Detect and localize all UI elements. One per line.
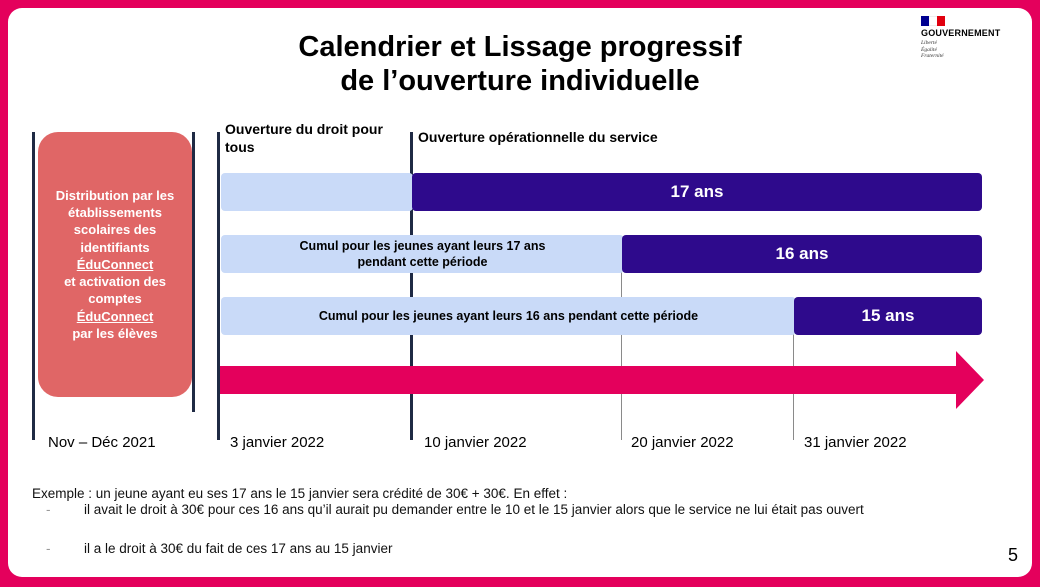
cumul-17-bar: Cumul pour les jeunes ayant leurs 17 ans…: [221, 235, 624, 273]
date-20-janvier: 20 janvier 2022: [631, 434, 734, 451]
bar-17-ans: 17 ans: [412, 173, 982, 211]
page-number: 5: [1007, 545, 1018, 565]
header-ouverture-service: Ouverture opérationnelle du service: [418, 129, 658, 145]
bullet-dash: -: [46, 541, 51, 556]
logo-motto: Liberté Égalité Fraternité: [921, 40, 1011, 60]
distribution-text-3: par les élèves: [72, 326, 158, 342]
date-10-janvier: 10 janvier 2022: [424, 434, 527, 451]
example-intro: Exemple : un jeune ayant eu ses 17 ans l…: [32, 486, 568, 501]
title-line-2: de l’ouverture individuelle: [340, 65, 700, 97]
distribution-box: Distribution par les établissements scol…: [38, 132, 192, 397]
date-3-janvier: 3 janvier 2022: [230, 434, 325, 451]
motto-liberte: Liberté: [921, 40, 937, 46]
timeline-line-start: [32, 132, 35, 440]
gouvernement-logo: GOUVERNEMENT Liberté Égalité Fraternité: [921, 16, 1011, 60]
educonnect-link[interactable]: ÉduConnect: [76, 308, 154, 324]
timeline-line-jan20: [621, 272, 622, 440]
bar-16-ans: 16 ans: [622, 235, 982, 273]
date-31-janvier: 31 janvier 2022: [804, 434, 907, 451]
timeline-line-distribution-end: [192, 132, 195, 412]
example-bullet-1: - il avait le droit à 30€ pour ces 16 an…: [46, 502, 974, 519]
motto-fraternite: Fraternité: [921, 53, 944, 59]
bullet-2-text: il a le droit à 30€ du fait de ces 17 an…: [84, 541, 393, 556]
title-line-1: Calendrier et Lissage progressif: [298, 31, 742, 63]
example-bullet-2: - il a le droit à 30€ du fait de ces 17 …: [46, 541, 974, 558]
bullet-dash: -: [46, 502, 51, 517]
timeline-line-jan10: [410, 132, 413, 440]
bar-15-ans: 15 ans: [794, 297, 982, 335]
header-ouverture-droit: Ouverture du droit pour tous: [225, 121, 383, 155]
timeline-line-jan3: [217, 132, 220, 440]
slide: Calendrier et Lissage progressif de l’ou…: [8, 8, 1032, 577]
slide-title: Calendrier et Lissage progressif de l’ou…: [8, 30, 1032, 98]
logo-name: GOUVERNEMENT: [921, 28, 1001, 38]
french-flag-icon: [921, 16, 945, 26]
date-nov-dec-2021: Nov – Déc 2021: [48, 434, 156, 451]
light-bar-row1: [221, 173, 413, 211]
distribution-text-1: Distribution par les établissements scol…: [55, 187, 175, 255]
motto-egalite: Égalité: [921, 46, 937, 53]
timeline-arrow-icon: [220, 351, 984, 409]
distribution-text-2: et activation des comptes: [64, 274, 166, 307]
bullet-1-text: il avait le droit à 30€ pour ces 16 ans …: [84, 502, 864, 517]
educonnect-link[interactable]: ÉduConnect: [76, 256, 154, 272]
cumul-16-bar: Cumul pour les jeunes ayant leurs 16 ans…: [221, 297, 796, 335]
